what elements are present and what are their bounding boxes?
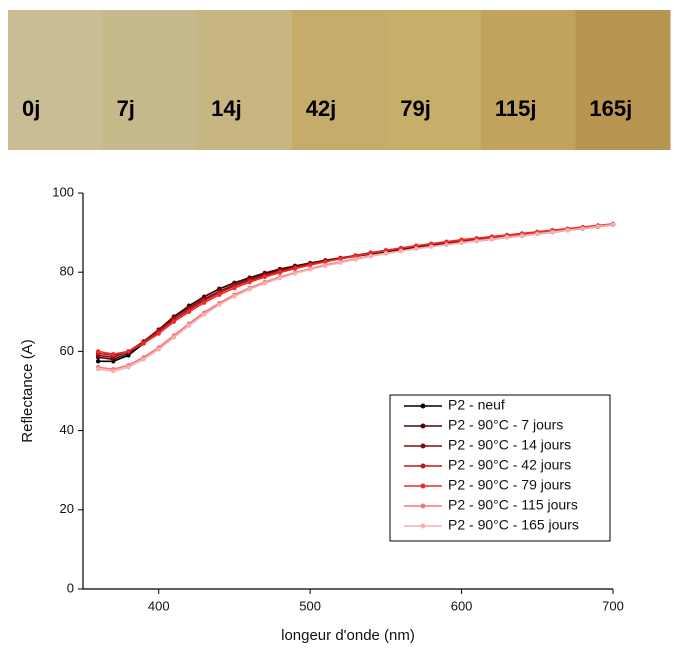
data-point xyxy=(247,279,252,285)
sample-label: 165j xyxy=(589,96,632,121)
data-point xyxy=(519,233,525,238)
x-tick-label: 700 xyxy=(602,598,624,613)
sample-swatch xyxy=(386,10,482,150)
data-point xyxy=(489,237,495,242)
data-point xyxy=(383,251,389,256)
sample-label: 7j xyxy=(117,96,135,121)
data-point xyxy=(262,281,267,286)
data-point xyxy=(201,300,207,305)
data-point xyxy=(368,254,373,259)
legend-label: P2 - 90°C - 14 jours xyxy=(448,437,571,453)
y-tick-label: 20 xyxy=(60,501,74,516)
sample-label: 14j xyxy=(211,96,242,121)
legend-label: P2 - 90°C - 165 jours xyxy=(448,517,579,533)
series-line xyxy=(98,223,614,371)
x-tick-label: 500 xyxy=(299,598,321,613)
sample-swatch xyxy=(480,10,576,150)
data-point xyxy=(95,359,101,364)
data-point xyxy=(535,231,540,236)
data-point xyxy=(262,274,267,280)
data-point xyxy=(247,287,252,292)
data-point xyxy=(111,369,116,374)
data-point xyxy=(292,266,298,271)
data-point xyxy=(171,335,177,340)
data-point xyxy=(353,257,358,262)
data-point xyxy=(307,262,313,268)
sample-strip: 0j 7j 14j 42j 79j 115j 165j xyxy=(8,10,671,150)
data-point xyxy=(156,347,161,352)
legend-marker xyxy=(420,463,426,469)
legend-marker xyxy=(420,523,426,529)
data-point xyxy=(111,351,116,357)
data-point xyxy=(171,319,177,324)
sample-swatch xyxy=(102,10,198,150)
x-axis-label: longeur d'onde (nm) xyxy=(281,627,415,644)
data-point xyxy=(95,349,101,354)
data-point xyxy=(141,341,146,346)
data-point xyxy=(550,230,555,235)
y-axis-label: Reflectance (A) xyxy=(19,339,36,442)
legend-label: P2 - 90°C - 7 jours xyxy=(448,417,563,433)
sample-label: 0j xyxy=(22,96,40,121)
legend-marker xyxy=(420,503,426,509)
legend-marker xyxy=(420,423,426,429)
series-line xyxy=(98,223,614,363)
y-tick-label: 0 xyxy=(67,580,74,595)
series-line xyxy=(98,223,614,373)
data-point xyxy=(444,242,449,248)
data-point xyxy=(565,228,570,233)
data-point xyxy=(307,267,313,272)
sample-swatch xyxy=(291,10,387,150)
legend-label: P2 - 90°C - 42 jours xyxy=(448,457,571,473)
legend-marker xyxy=(420,483,426,489)
data-point xyxy=(217,292,222,297)
data-point xyxy=(323,259,328,265)
sample-swatch xyxy=(8,10,104,150)
legend-marker xyxy=(420,403,426,409)
data-point xyxy=(610,222,616,227)
y-tick-label: 80 xyxy=(60,264,74,279)
data-point xyxy=(338,256,343,261)
data-point xyxy=(429,244,434,250)
data-point xyxy=(126,365,131,370)
data-point xyxy=(232,285,237,291)
data-point xyxy=(126,349,131,354)
data-point xyxy=(504,235,510,240)
y-tick-label: 40 xyxy=(60,422,74,437)
data-point xyxy=(323,263,328,269)
sample-label: 115j xyxy=(495,96,537,121)
data-point xyxy=(580,226,585,231)
data-point xyxy=(141,357,146,362)
data-point xyxy=(95,367,101,372)
x-tick-label: 600 xyxy=(451,598,473,613)
y-tick-label: 60 xyxy=(60,343,74,358)
legend-marker xyxy=(420,443,426,449)
data-point xyxy=(292,271,298,276)
data-point xyxy=(186,309,192,314)
data-point xyxy=(201,312,207,317)
y-tick-label: 100 xyxy=(52,184,74,199)
sample-label: 42j xyxy=(306,96,337,121)
data-point xyxy=(217,302,222,307)
data-point xyxy=(277,275,283,281)
legend-label: P2 - 90°C - 79 jours xyxy=(448,477,571,493)
data-point xyxy=(413,246,419,252)
data-point xyxy=(595,224,601,229)
sample-swatch xyxy=(575,10,671,150)
data-point xyxy=(232,294,237,299)
data-point xyxy=(459,240,464,246)
data-point xyxy=(398,249,404,254)
data-point xyxy=(338,260,343,265)
data-point xyxy=(277,270,283,275)
x-tick-label: 400 xyxy=(148,598,170,613)
legend-label: P2 - 90°C - 115 jours xyxy=(448,497,578,513)
sample-label: 79j xyxy=(400,96,431,121)
data-point xyxy=(474,238,479,244)
data-point xyxy=(186,323,192,328)
legend-label: P2 - neuf xyxy=(448,397,505,413)
data-point xyxy=(156,331,161,336)
sample-swatch xyxy=(197,10,293,150)
legend-box xyxy=(389,394,611,542)
